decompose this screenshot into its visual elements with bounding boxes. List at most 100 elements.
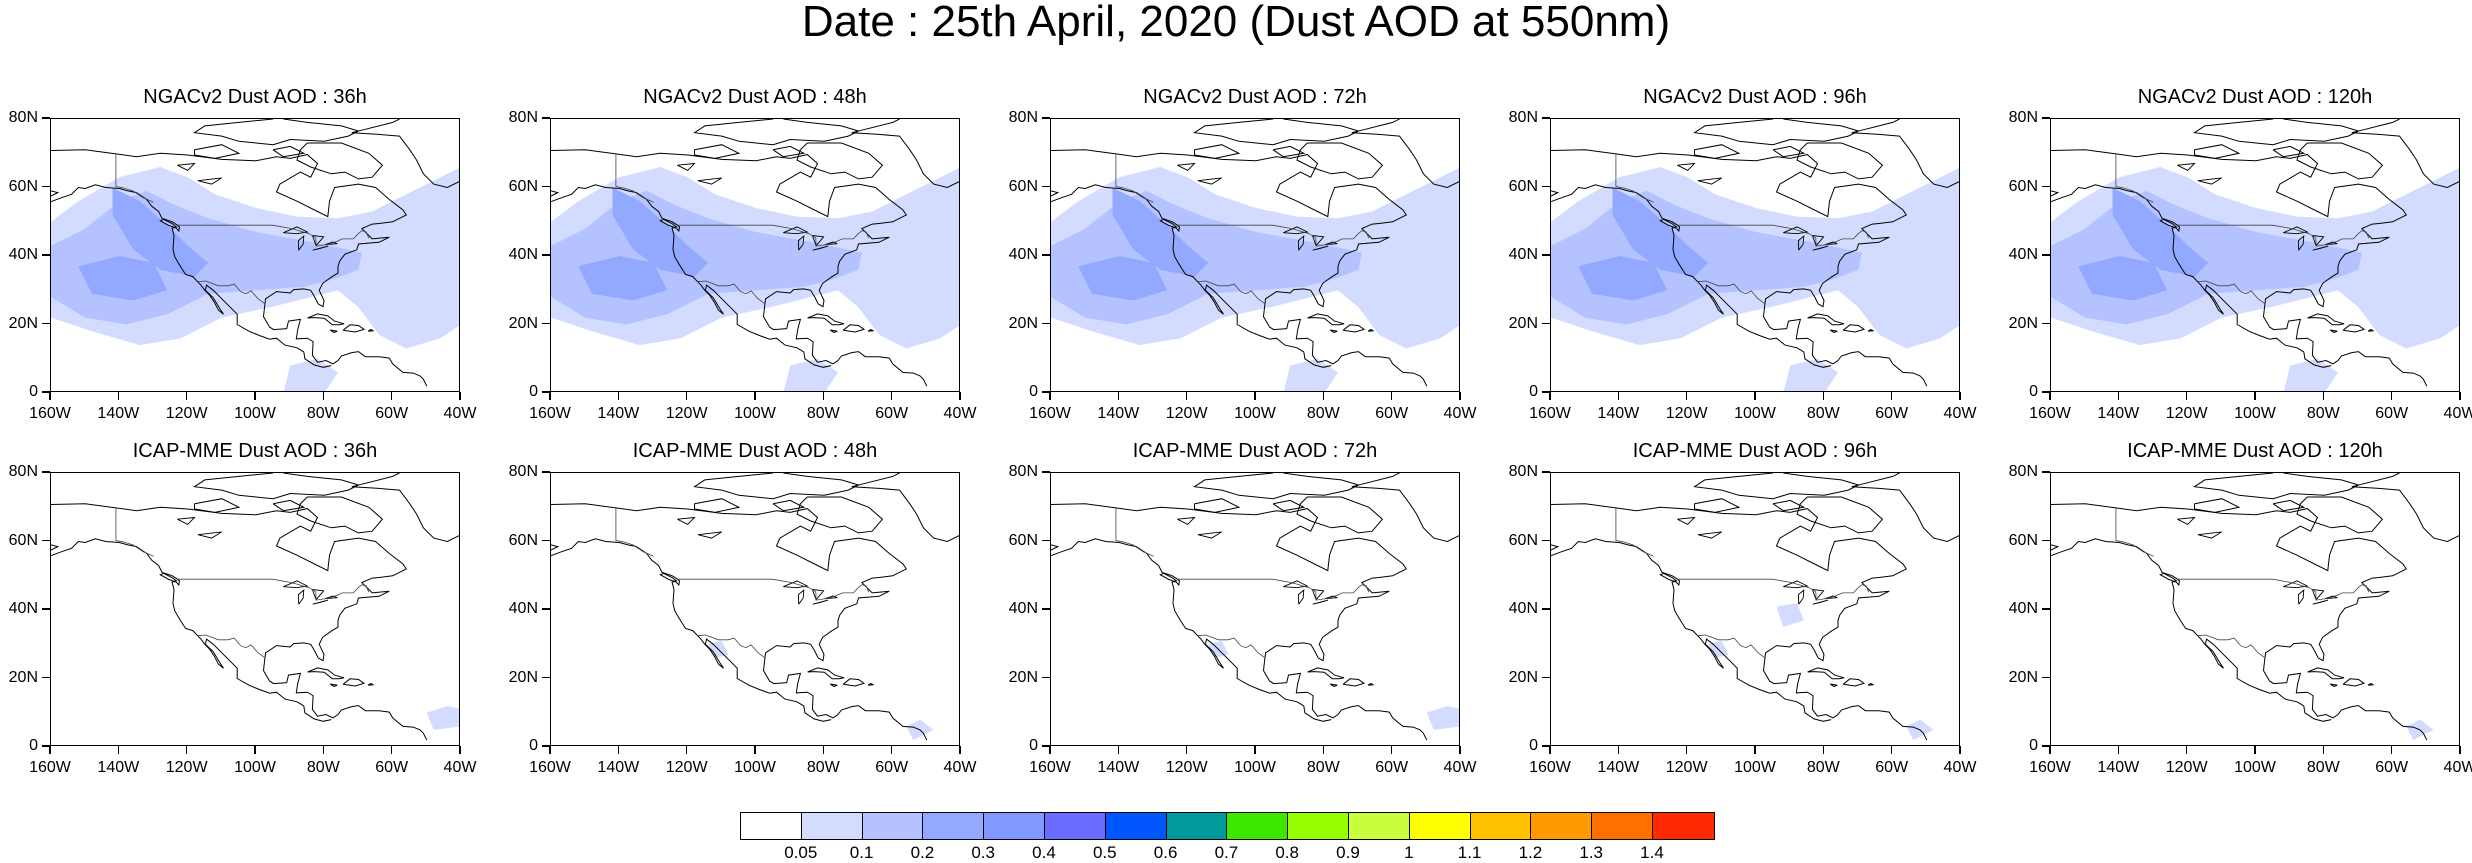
lon-tick-label: 160W bbox=[29, 759, 71, 776]
lat-tick-label: 0 bbox=[529, 737, 538, 754]
political-border bbox=[1177, 578, 1370, 601]
aod-shade-light bbox=[2283, 358, 2338, 391]
aod-shade-light bbox=[1776, 603, 1804, 628]
lon-tick-label: 80W bbox=[306, 405, 340, 422]
coastline bbox=[2194, 498, 2241, 513]
lat-tick bbox=[42, 676, 50, 679]
lake-outline bbox=[812, 245, 829, 251]
lon-tick-label: 120W bbox=[665, 759, 708, 776]
aod-shade-light bbox=[1283, 358, 1338, 391]
lat-tick-label: 60N bbox=[1508, 531, 1538, 549]
lon-tick-label: 140W bbox=[1597, 759, 1640, 776]
lake-outline bbox=[1297, 235, 1305, 251]
lat-tick-label: 60N bbox=[508, 177, 538, 195]
lat-tick bbox=[1542, 608, 1550, 610]
lat-tick bbox=[42, 539, 50, 542]
aod-shade-light bbox=[1426, 705, 1459, 730]
lon-tick bbox=[1049, 746, 1051, 754]
lon-tick bbox=[959, 746, 961, 754]
lat-tick bbox=[2042, 676, 2050, 679]
panel-title: ICAP-MME Dust AOD : 72h bbox=[1132, 440, 1378, 462]
coastline bbox=[2342, 324, 2366, 333]
coastline bbox=[2159, 218, 2178, 228]
lake-outline bbox=[1312, 245, 1329, 251]
map-canvas bbox=[2051, 119, 2459, 391]
lon-tick-label: 100W bbox=[1734, 405, 1776, 422]
lon-tick-label: 80W bbox=[1806, 405, 1840, 422]
coastline bbox=[1307, 667, 1345, 680]
colorbar-swatch bbox=[1470, 813, 1532, 839]
lon-tick-label: 160W bbox=[1029, 405, 1071, 422]
lat-tick bbox=[542, 676, 550, 679]
coastline bbox=[159, 218, 178, 228]
political-border bbox=[697, 634, 766, 659]
lon-tick bbox=[1959, 746, 1961, 754]
map-canvas bbox=[1551, 119, 1959, 391]
coastline bbox=[1159, 218, 1178, 228]
lake-outline bbox=[311, 235, 325, 247]
coastline bbox=[867, 683, 874, 686]
lake-outline bbox=[2197, 177, 2223, 185]
coastline bbox=[1796, 496, 1884, 534]
lake-outline bbox=[2324, 595, 2338, 600]
political-border bbox=[2177, 224, 2370, 247]
lon-tick-label: 140W bbox=[2097, 759, 2140, 776]
coastline bbox=[194, 498, 241, 513]
lake-outline bbox=[824, 595, 838, 600]
coastline bbox=[1272, 499, 1306, 512]
coastline bbox=[1342, 324, 1366, 333]
lon-tick bbox=[2117, 746, 2120, 754]
map-panel-icap-mme-48h bbox=[550, 472, 960, 746]
lat-tick-label: 60N bbox=[508, 531, 538, 549]
aod-shade-light bbox=[283, 358, 338, 391]
map-canvas bbox=[1551, 473, 1959, 741]
lat-tick-label: 20N bbox=[2008, 668, 2038, 686]
lon-tick-label: 140W bbox=[2097, 405, 2140, 422]
coastline bbox=[2351, 473, 2459, 543]
coastline bbox=[1329, 683, 1338, 687]
lat-tick-label: 40N bbox=[1508, 600, 1538, 617]
political-border bbox=[697, 280, 766, 305]
coastline bbox=[551, 149, 928, 387]
panel-title: NGACv2 Dust AOD : 120h bbox=[2137, 86, 2373, 108]
political-border bbox=[677, 578, 870, 601]
coastline bbox=[659, 572, 678, 582]
lon-tick bbox=[1890, 746, 1893, 754]
lon-tick bbox=[2185, 392, 2188, 400]
political-border bbox=[197, 634, 266, 659]
coastline bbox=[193, 473, 360, 500]
lat-tick bbox=[1542, 117, 1550, 119]
coastline bbox=[2051, 503, 2428, 741]
lat-tick-label: 80N bbox=[1008, 463, 1038, 480]
lon-tick bbox=[2254, 746, 2256, 754]
lon-tick-label: 160W bbox=[529, 759, 571, 776]
lon-tick bbox=[254, 392, 256, 400]
political-border bbox=[197, 280, 266, 305]
coastline bbox=[1796, 142, 1884, 180]
coastline bbox=[1194, 498, 1241, 513]
colorbar-swatch bbox=[862, 813, 924, 839]
coastline bbox=[2051, 504, 2332, 722]
political-border bbox=[177, 224, 370, 247]
lake-outline bbox=[1811, 589, 1825, 601]
coastline bbox=[351, 473, 459, 543]
lon-tick-label: 40W bbox=[2443, 405, 2472, 422]
aod-shade-dark bbox=[1078, 256, 1168, 301]
coastline bbox=[1367, 329, 1374, 332]
lon-tick bbox=[390, 746, 393, 754]
map-panel-ngacv2-72h bbox=[1050, 118, 1460, 392]
coastline bbox=[851, 473, 959, 543]
coastline bbox=[51, 503, 428, 741]
lat-tick-label: 0 bbox=[1029, 383, 1038, 400]
lon-tick-label: 40W bbox=[1943, 759, 1977, 776]
lake-outline bbox=[312, 599, 329, 605]
lon-tick bbox=[754, 746, 756, 754]
lon-tick-label: 120W bbox=[165, 405, 208, 422]
lon-tick-label: 160W bbox=[1029, 759, 1071, 776]
lat-tick-label: 80N bbox=[1508, 463, 1538, 480]
lat-tick-label: 40N bbox=[1008, 246, 1038, 263]
map-canvas bbox=[2051, 473, 2459, 741]
lat-tick-label: 0 bbox=[2029, 383, 2038, 400]
lon-tick-label: 100W bbox=[2234, 759, 2276, 776]
coastline bbox=[1551, 503, 1928, 741]
